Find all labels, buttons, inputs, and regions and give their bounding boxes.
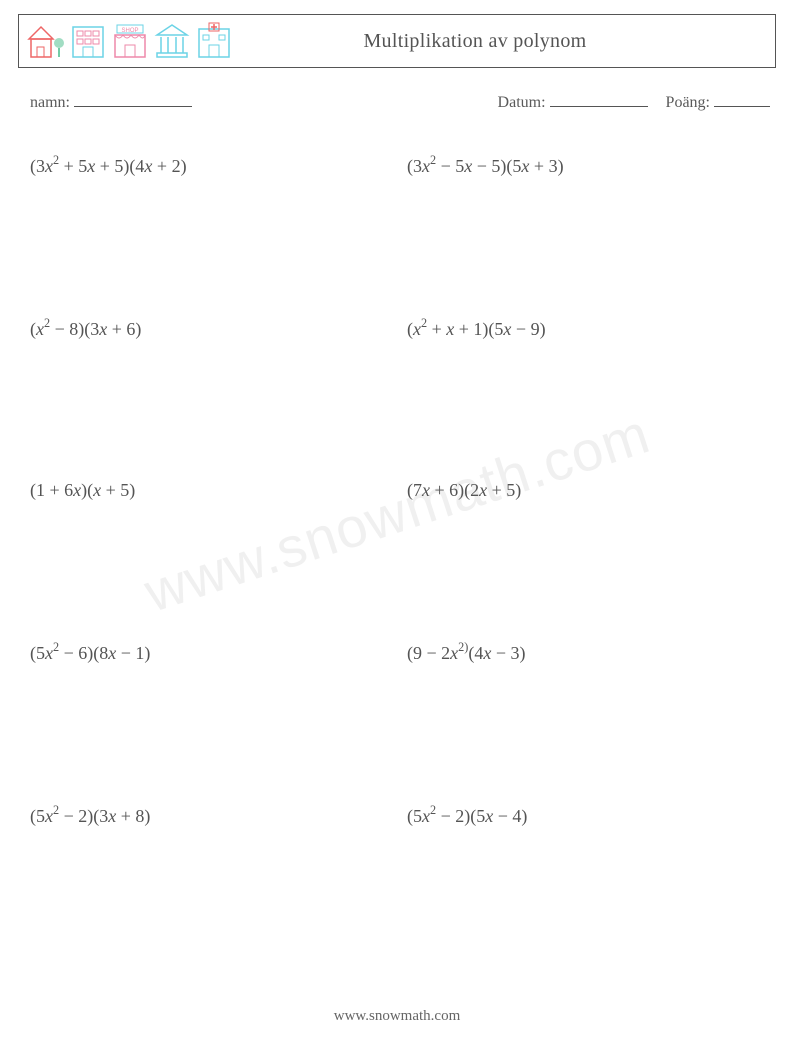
score-label: Poäng: — [666, 94, 710, 111]
problem-9: (5x2 − 2)(3x + 8) — [30, 804, 387, 827]
date-blank[interactable] — [550, 90, 648, 107]
hospital-icon — [195, 21, 233, 61]
svg-text:SHOP: SHOP — [121, 28, 138, 34]
name-blank[interactable] — [74, 90, 192, 107]
problem-2: (3x2 − 5x − 5)(5x + 3) — [407, 154, 764, 177]
header-icons: SHOP — [27, 21, 233, 61]
problem-8: (9 − 2x2)(4x − 3) — [407, 641, 764, 664]
problems-grid: (3x2 + 5x + 5)(4x + 2) (3x2 − 5x − 5)(5x … — [18, 112, 776, 827]
problem-4: (x2 + x + 1)(5x − 9) — [407, 317, 764, 340]
footer-url: www.snowmath.com — [0, 1008, 794, 1025]
problem-10: (5x2 − 2)(5x − 4) — [407, 804, 764, 827]
problem-6: (7x + 6)(2x + 5) — [407, 480, 764, 501]
problem-7: (5x2 − 6)(8x − 1) — [30, 641, 387, 664]
date-label: Datum: — [498, 94, 546, 111]
shop-icon: SHOP — [111, 21, 149, 61]
worksheet-title: Multiplikation av polynom — [233, 30, 767, 53]
problem-3: (x2 − 8)(3x + 6) — [30, 317, 387, 340]
bank-icon — [153, 21, 191, 61]
score-field: Poäng: — [666, 90, 770, 112]
date-field: Datum: — [498, 90, 648, 112]
worksheet-header: SHOP Multiplikation av polynom — [18, 14, 776, 68]
house-icon — [27, 21, 65, 61]
office-icon — [69, 21, 107, 61]
problem-5: (1 + 6x)(x + 5) — [30, 480, 387, 501]
score-blank[interactable] — [714, 90, 770, 107]
name-field: namn: — [30, 90, 498, 112]
problem-1: (3x2 + 5x + 5)(4x + 2) — [30, 154, 387, 177]
meta-row: namn: Datum: Poäng: — [18, 90, 776, 112]
name-label: namn: — [30, 94, 70, 111]
